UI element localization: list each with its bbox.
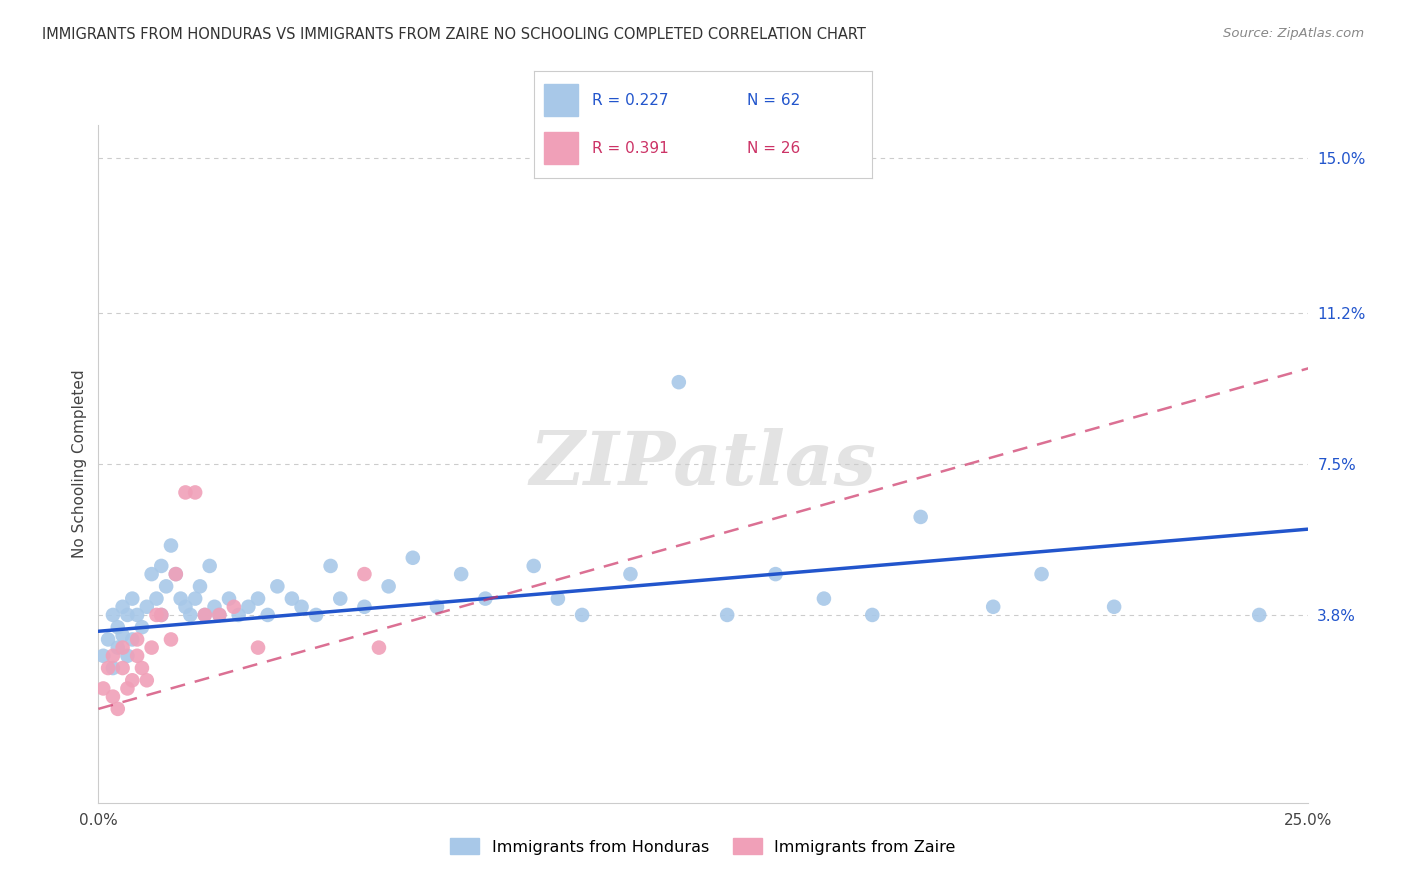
Point <box>155 579 177 593</box>
Point <box>319 558 342 573</box>
Text: R = 0.227: R = 0.227 <box>592 93 668 108</box>
Text: IMMIGRANTS FROM HONDURAS VS IMMIGRANTS FROM ZAIRE NO SCHOOLING COMPLETED CORRELA: IMMIGRANTS FROM HONDURAS VS IMMIGRANTS F… <box>42 27 866 42</box>
Point <box>174 485 197 500</box>
Point <box>107 640 129 655</box>
Point <box>111 628 134 642</box>
Point <box>141 567 163 582</box>
Point <box>353 599 375 614</box>
Text: ZIPatlas: ZIPatlas <box>530 427 876 500</box>
Y-axis label: No Schooling Completed: No Schooling Completed <box>72 369 87 558</box>
Point <box>281 591 304 606</box>
Point <box>910 510 932 524</box>
Point <box>131 620 153 634</box>
Point <box>101 690 124 704</box>
Point <box>121 632 143 647</box>
Point <box>266 579 288 593</box>
Point <box>107 702 129 716</box>
Point <box>169 591 191 606</box>
Point <box>668 375 690 389</box>
Point <box>228 607 250 622</box>
Point <box>101 648 124 663</box>
Point <box>619 567 641 582</box>
Point <box>247 640 270 655</box>
Point <box>329 591 352 606</box>
Point <box>111 661 134 675</box>
Point <box>474 591 496 606</box>
Point <box>91 648 114 663</box>
Point <box>523 558 546 573</box>
Point <box>97 632 120 647</box>
Point <box>127 632 149 647</box>
Point <box>1031 567 1053 582</box>
Point <box>716 607 738 622</box>
Point <box>107 620 129 634</box>
Point <box>290 599 312 614</box>
Point <box>353 567 375 582</box>
Point <box>135 599 157 614</box>
Point <box>150 558 173 573</box>
Point <box>305 607 328 622</box>
Point <box>194 607 217 622</box>
Point <box>150 607 173 622</box>
Point <box>184 485 207 500</box>
Point <box>208 607 231 622</box>
Point <box>145 591 167 606</box>
Point <box>547 591 569 606</box>
Point <box>101 661 124 675</box>
Point <box>1249 607 1271 622</box>
Bar <box>544 84 578 116</box>
Point <box>141 640 163 655</box>
Point <box>813 591 835 606</box>
Point <box>184 591 207 606</box>
Point <box>765 567 787 582</box>
Point <box>121 673 143 688</box>
Point <box>91 681 114 696</box>
Point <box>117 681 139 696</box>
Text: N = 62: N = 62 <box>747 93 800 108</box>
Point <box>165 567 187 582</box>
Point <box>218 591 240 606</box>
Point <box>571 607 593 622</box>
Point <box>160 632 183 647</box>
Point <box>188 579 211 593</box>
Bar <box>544 132 578 164</box>
Point <box>165 567 187 582</box>
Text: R = 0.391: R = 0.391 <box>592 141 668 156</box>
Point <box>150 607 173 622</box>
Point <box>256 607 278 622</box>
Point <box>131 661 153 675</box>
Point <box>1102 599 1125 614</box>
Point <box>238 599 260 614</box>
Point <box>204 599 226 614</box>
Point <box>860 607 883 622</box>
Point <box>426 599 449 614</box>
Point <box>194 607 217 622</box>
Point <box>222 599 245 614</box>
Point <box>97 661 120 675</box>
Point <box>111 599 134 614</box>
Point <box>450 567 472 582</box>
Point <box>208 607 231 622</box>
Point <box>121 591 143 606</box>
Point <box>981 599 1004 614</box>
Point <box>117 648 139 663</box>
Point <box>127 648 149 663</box>
Legend: Immigrants from Honduras, Immigrants from Zaire: Immigrants from Honduras, Immigrants fro… <box>443 830 963 863</box>
Text: Source: ZipAtlas.com: Source: ZipAtlas.com <box>1223 27 1364 40</box>
Point <box>198 558 221 573</box>
Point <box>377 579 399 593</box>
Point <box>117 607 139 622</box>
Point <box>247 591 270 606</box>
Point <box>368 640 391 655</box>
Point <box>101 607 124 622</box>
Point <box>145 607 167 622</box>
Point <box>127 607 149 622</box>
Point <box>135 673 157 688</box>
Text: N = 26: N = 26 <box>747 141 800 156</box>
Point <box>402 550 425 565</box>
Point <box>111 640 134 655</box>
Point <box>174 599 197 614</box>
Point <box>179 607 201 622</box>
Point <box>160 539 183 553</box>
